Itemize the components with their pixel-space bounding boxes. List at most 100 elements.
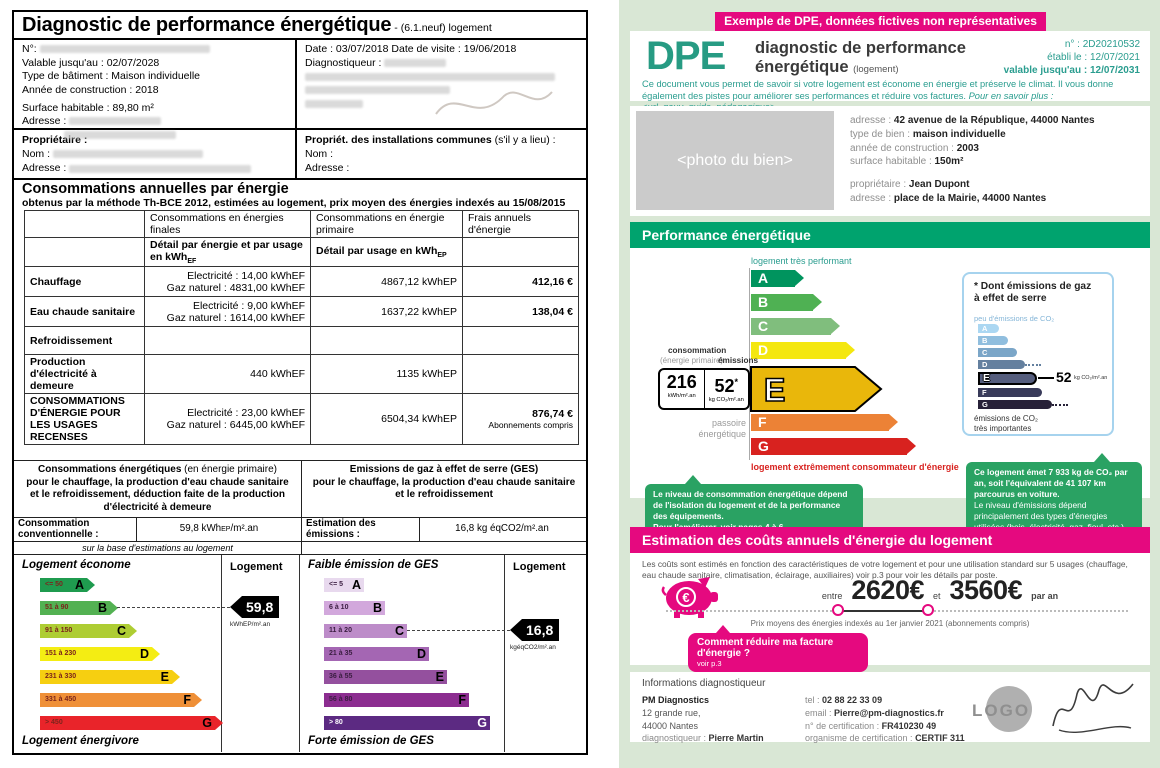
energy-class-row-C: 91 à 150 C	[40, 624, 215, 638]
ges-inset-title: * Dont émissions de gaz à effet de serre	[974, 281, 1092, 305]
diagnostician-contact-block: tel : 02 88 22 33 09 email : Pierre@pm-d…	[805, 695, 965, 744]
dpe-class-row-B: B	[751, 294, 846, 311]
range-label: > 450	[45, 719, 63, 727]
cost-max: 3560€	[949, 575, 1023, 605]
energy-class-bar-C: 91 à 150 C	[40, 624, 137, 638]
dpe-class-bar-G: G	[751, 438, 916, 455]
ges-scale-chart: Faible émission de GES <= 5 A 6 à 10 B 11 à …	[300, 555, 505, 752]
property-area: 150m²	[934, 156, 964, 168]
company-street: 12 grande rue,	[642, 707, 701, 718]
email-address: Pierre@pm-diagnostics.fr	[834, 707, 944, 718]
dpe-class-letter-F: F	[758, 414, 767, 430]
redacted-address-2	[64, 131, 176, 140]
costs-card: Les coûts sont estimés en fonction des c…	[630, 553, 1150, 672]
summary-right-header: Emissions de gaz à effet de serre (GES) …	[312, 464, 576, 500]
table-row-refroidissement: Refroidissement	[24, 326, 579, 356]
range-label: <= 5	[329, 581, 344, 589]
cost-min-marker	[832, 604, 844, 616]
dpe-class-bar-C: C	[751, 318, 840, 335]
energy-class-row-B: 51 à 90 B	[40, 601, 215, 615]
owner-name-label: Nom :	[22, 148, 51, 161]
dpe-class-letter-C: C	[758, 318, 769, 334]
ges-class-row-E: 36 à 55 E	[324, 670, 490, 684]
diagnostician-company-block: PM Diagnostics 12 grande rue, 44000 Nant…	[642, 695, 764, 744]
energy-class-letter-E: E	[160, 670, 169, 684]
redacted-line	[305, 86, 450, 95]
page-title-suffix: - (6.1.neuf) logement	[394, 22, 492, 34]
range-label: 151 à 230	[45, 650, 77, 658]
range-label: <= 50	[45, 581, 63, 589]
co2-class-letter-C: C	[982, 348, 988, 357]
energy-class-row-E: 231 à 330 E	[40, 670, 215, 684]
company-name: PM Diagnostics	[642, 695, 710, 705]
emissions-estimation-label: Estimation des émissions :	[302, 518, 420, 542]
info-box: N°: Valable jusqu'au : 02/07/2028 Type d…	[14, 40, 586, 146]
low-emissions-label: peu d'émissions de CO₂	[974, 314, 1055, 323]
range-label: 6 à 10	[329, 604, 349, 612]
basis-note: sur la base d'estimations au logement	[14, 542, 302, 554]
energy-scale-bars: <= 50 A 51 à 90 B 91 à 150 C 151 à 230 D 231 à 3…	[40, 578, 223, 739]
current-values-box: 216 kWh/m².an 52* kg CO₂/m².an	[658, 368, 750, 410]
range-label: 231 à 330	[45, 673, 77, 681]
cost-min: 2620€	[851, 575, 924, 605]
cost-note: Abonnements compris	[488, 420, 573, 431]
redacted-address-1	[69, 117, 162, 126]
range-label: > 80	[329, 719, 343, 727]
dpe-class-letter-G: G	[758, 438, 769, 454]
consumption-value: 216	[666, 372, 697, 392]
energy-class-letter-G: G	[202, 716, 212, 730]
ges-scale-bars: <= 5 A 6 à 10 B 11 à 20 C 21 à 35 D 36 à 55 E 56 à…	[324, 578, 490, 739]
col-header-cost: Frais annuels d'énergie	[462, 210, 579, 238]
co2-class-letter-B: B	[982, 336, 988, 345]
co2-class-row-F: F	[978, 388, 1052, 397]
ges-class-letter-G: G	[477, 716, 487, 730]
energy-class-bar-D: 151 à 230 D	[40, 647, 160, 661]
scale-axis-line	[749, 268, 750, 460]
summary-left-header: Consommations énergétiques (en énergie p…	[14, 461, 302, 517]
ges-class-row-A: <= 5 A	[324, 578, 490, 592]
redacted-line	[305, 72, 555, 81]
co2-class-row-G: G	[978, 400, 1068, 409]
redacted-line	[305, 99, 363, 108]
cost-range-segment	[842, 610, 928, 612]
co2-class-bar-A: A	[978, 324, 999, 333]
redacted-owner-address	[69, 164, 252, 173]
ges-class-row-B: 6 à 10 B	[324, 601, 490, 615]
range-label: 91 à 150	[45, 627, 73, 635]
detail-finals-header: Détail par énergie et par usage en kWhEF	[144, 236, 311, 268]
energy-class-letter-F: F	[183, 693, 191, 707]
document-title-bar: Diagnostic de performance énergétique - …	[14, 12, 586, 40]
co2-class-bar-B: B	[978, 336, 1008, 345]
ges-class-letter-C: C	[394, 624, 404, 638]
co2-class-bar-G: G	[978, 400, 1068, 409]
co2-class-row-B: B	[978, 336, 1052, 345]
consumption-title: Consommations annuelles par énergie	[22, 181, 289, 197]
consumption-label: consommation	[668, 346, 727, 355]
bottom-performance-label: logement extrêmement consommateur d'éner…	[751, 462, 959, 472]
callout-pointer	[1094, 453, 1110, 462]
co2-class-bar-C: C	[978, 348, 1017, 357]
table-row-total: CONSOMMATIONS D'ÉNERGIE POUR LES USAGES …	[24, 393, 579, 446]
range-label: 56 à 80	[329, 696, 353, 704]
dpe-class-row-A: A	[751, 270, 846, 287]
emissions-value-compartment: 52* kg CO₂/m².an	[705, 370, 749, 408]
energy-scale-chart: Logement économe <= 50 A 51 à 90 B 91 à 150 C…	[14, 555, 223, 752]
energy-class-letter-D: D	[139, 647, 149, 661]
dpe-class-bar-B: B	[751, 294, 822, 311]
co2-class-bar-D: D	[978, 360, 1041, 369]
property-owner: Jean Dupont	[908, 179, 970, 191]
valid-until: Valable jusqu'au : 02/07/2028	[22, 56, 160, 69]
dpe-class-letter-D: D	[758, 342, 769, 358]
ges-class-bar-F: 56 à 80 F	[324, 693, 469, 707]
range-label: 11 à 20	[329, 627, 352, 635]
diagnostician-label: Diagnostiqueur :	[305, 56, 382, 69]
current-class-letter: E	[764, 372, 785, 408]
energy-class-bar-F: 331 à 450 F	[40, 693, 202, 707]
dpe-class-letter-A: A	[758, 270, 769, 286]
dpe-class-row-F: F	[751, 414, 907, 431]
energy-class-bar-G: > 450 G	[40, 716, 223, 730]
co2-class-letter-E: E	[983, 372, 991, 384]
common-name-label: Nom :	[305, 148, 334, 161]
number-label: N°:	[22, 43, 37, 55]
